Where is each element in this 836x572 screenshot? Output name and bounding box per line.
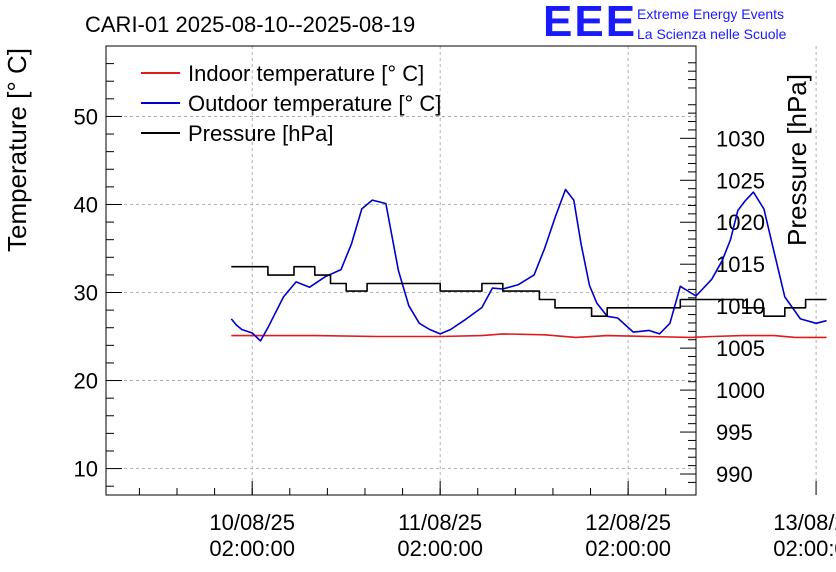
y-axis-label: Temperature [° C] xyxy=(2,48,32,252)
y2-tick-label: 995 xyxy=(716,420,753,445)
x-tick-label-time: 02:00:00 xyxy=(585,536,671,561)
x-tick-label-date: 11/08/25 xyxy=(398,510,482,535)
y2-tick-label: 990 xyxy=(716,462,753,487)
x-tick-label-date: 12/08/25 xyxy=(585,510,671,535)
chart-title: CARI-01 2025-08-10--2025-08-19 xyxy=(85,12,415,37)
x-tick-label-time: 02:00:00 xyxy=(397,536,483,561)
x-tick-label-time: 02:00:00 xyxy=(773,536,836,561)
series-line-outdoor-temperature-c xyxy=(230,188,827,342)
eee-logo: EEE Extreme Energy Events La Scienza nel… xyxy=(543,0,833,46)
y-tick-label: 40 xyxy=(74,192,98,217)
plot-frame xyxy=(105,45,697,496)
legend-label-indoor-temperature-c: Indoor temperature [° C] xyxy=(188,61,424,86)
y-tick-label: 10 xyxy=(74,457,98,482)
series-line-pressure-hpa xyxy=(231,265,827,317)
x-tick-label-time: 02:00:00 xyxy=(209,536,295,561)
x-tick-label-date: 10/08/25 xyxy=(209,510,295,535)
y2-tick-label: 1005 xyxy=(716,336,765,361)
eee-logo-mark: EEE xyxy=(543,0,638,46)
axis-ticks: 10/08/2502:00:0011/08/2502:00:0012/08/25… xyxy=(74,45,836,561)
logo-line-1: Extreme Energy Events xyxy=(637,6,785,22)
y2-axis-label: Pressure [hPa] xyxy=(782,74,812,246)
legend-label-outdoor-temperature-c: Outdoor temperature [° C] xyxy=(188,91,441,116)
y2-tick-label: 1000 xyxy=(716,378,765,403)
x-tick-label-date: 13/08/25 xyxy=(773,510,836,535)
y-tick-label: 20 xyxy=(74,369,98,394)
y2-tick-label: 1020 xyxy=(716,210,765,235)
legend: Indoor temperature [° C] Outdoor temperat… xyxy=(141,61,441,146)
y-tick-label: 50 xyxy=(74,104,98,129)
y2-tick-label: 1025 xyxy=(716,168,765,193)
logo-line-2: La Scienza nelle Scuole xyxy=(637,26,787,42)
grid-lines xyxy=(106,46,817,495)
series-line-indoor-temperature-c xyxy=(231,333,827,339)
y2-tick-label: 1030 xyxy=(716,126,765,151)
y2-tick-label: 1010 xyxy=(716,294,765,319)
series-lines xyxy=(230,188,827,342)
y-tick-label: 30 xyxy=(74,281,98,306)
legend-label-pressure-hpa: Pressure [hPa] xyxy=(188,121,334,146)
